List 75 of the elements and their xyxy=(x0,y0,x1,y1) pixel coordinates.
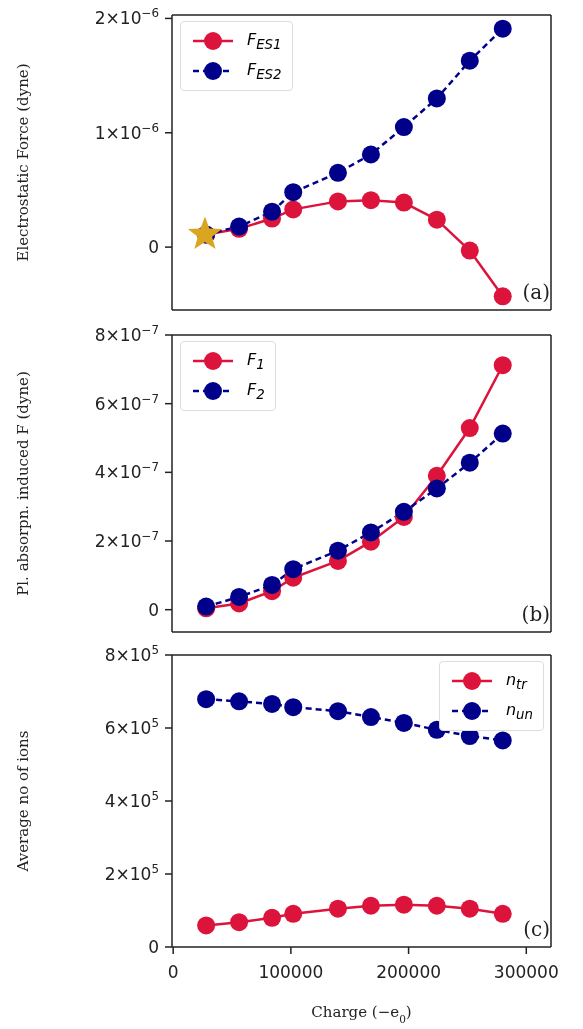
point xyxy=(460,899,479,918)
y-axis-title: Average no of ions xyxy=(14,730,32,873)
point xyxy=(263,908,282,927)
point xyxy=(361,191,380,210)
point xyxy=(361,896,380,915)
legend-label: F$_{ES2}$ xyxy=(247,59,282,83)
point xyxy=(284,183,303,202)
y-tick-label: 4×10$^{5}$ xyxy=(104,789,159,811)
point xyxy=(460,453,479,472)
point xyxy=(427,896,446,915)
legend-label: n$_{un}$ xyxy=(505,699,533,723)
y-tick-label: 2×10$^{−7}$ xyxy=(94,529,159,552)
y-tick-label: 1×10$^{−6}$ xyxy=(94,120,159,143)
point xyxy=(328,192,347,211)
point xyxy=(493,424,512,443)
x-tick-label: 200000 xyxy=(376,962,442,982)
y-axis-title: Pl. absorpn. induced F (dyne) xyxy=(14,371,32,596)
point xyxy=(230,692,249,711)
point xyxy=(493,904,512,923)
point xyxy=(328,899,347,918)
point xyxy=(263,575,282,594)
y-tick-label: 8×10$^{5}$ xyxy=(104,643,159,665)
point xyxy=(460,419,479,438)
y-tick-label: 2×10$^{−6}$ xyxy=(94,6,159,29)
y-tick-label: 0 xyxy=(148,599,159,620)
point xyxy=(284,560,303,579)
legend-label: F$_{1}$ xyxy=(247,349,265,373)
point xyxy=(263,202,282,221)
x-axis-title: Charge (−e$_{0}$) xyxy=(311,1003,412,1025)
point xyxy=(197,690,216,709)
point xyxy=(361,145,380,164)
point xyxy=(427,89,446,108)
point xyxy=(427,479,446,498)
point xyxy=(394,502,413,521)
y-tick-label: 2×10$^{5}$ xyxy=(104,862,159,884)
point xyxy=(394,193,413,212)
annotation: (b) xyxy=(521,602,550,626)
y-tick-label: 4×10$^{−7}$ xyxy=(94,460,159,483)
y-tick-label: 0 xyxy=(148,937,159,957)
point xyxy=(197,916,216,935)
point xyxy=(263,694,282,713)
point xyxy=(394,713,413,732)
point xyxy=(394,895,413,914)
point xyxy=(328,702,347,721)
point xyxy=(460,51,479,70)
point xyxy=(361,708,380,727)
y-axis-title: Electrostatic Force (dyne) xyxy=(14,63,32,262)
point xyxy=(284,698,303,717)
point xyxy=(493,287,512,306)
x-tick-label: 300000 xyxy=(493,962,559,982)
point xyxy=(328,541,347,560)
annotation: (a) xyxy=(522,280,550,304)
point xyxy=(493,356,512,375)
point xyxy=(187,216,223,250)
legend-label: F$_{ES1}$ xyxy=(247,29,282,53)
y-tick-label: 8×10$^{−7}$ xyxy=(94,323,159,345)
legend-label: n$_{tr}$ xyxy=(505,669,527,693)
y-tick-label: 0 xyxy=(148,237,159,258)
point xyxy=(460,241,479,260)
y-tick-label: 6×10$^{5}$ xyxy=(104,716,159,738)
point xyxy=(328,163,347,182)
y-tick-label: 6×10$^{−7}$ xyxy=(94,391,159,414)
point xyxy=(493,731,512,750)
point xyxy=(284,904,303,923)
x-tick-label: 0 xyxy=(167,962,179,982)
point xyxy=(230,913,249,932)
annotation: (c) xyxy=(523,917,550,941)
x-tick-label: 100000 xyxy=(258,962,324,982)
point xyxy=(493,19,512,38)
point xyxy=(230,587,249,606)
point xyxy=(361,523,380,542)
point xyxy=(394,118,413,137)
legend-label: F$_{2}$ xyxy=(247,379,265,403)
point xyxy=(284,200,303,219)
point xyxy=(427,210,446,229)
